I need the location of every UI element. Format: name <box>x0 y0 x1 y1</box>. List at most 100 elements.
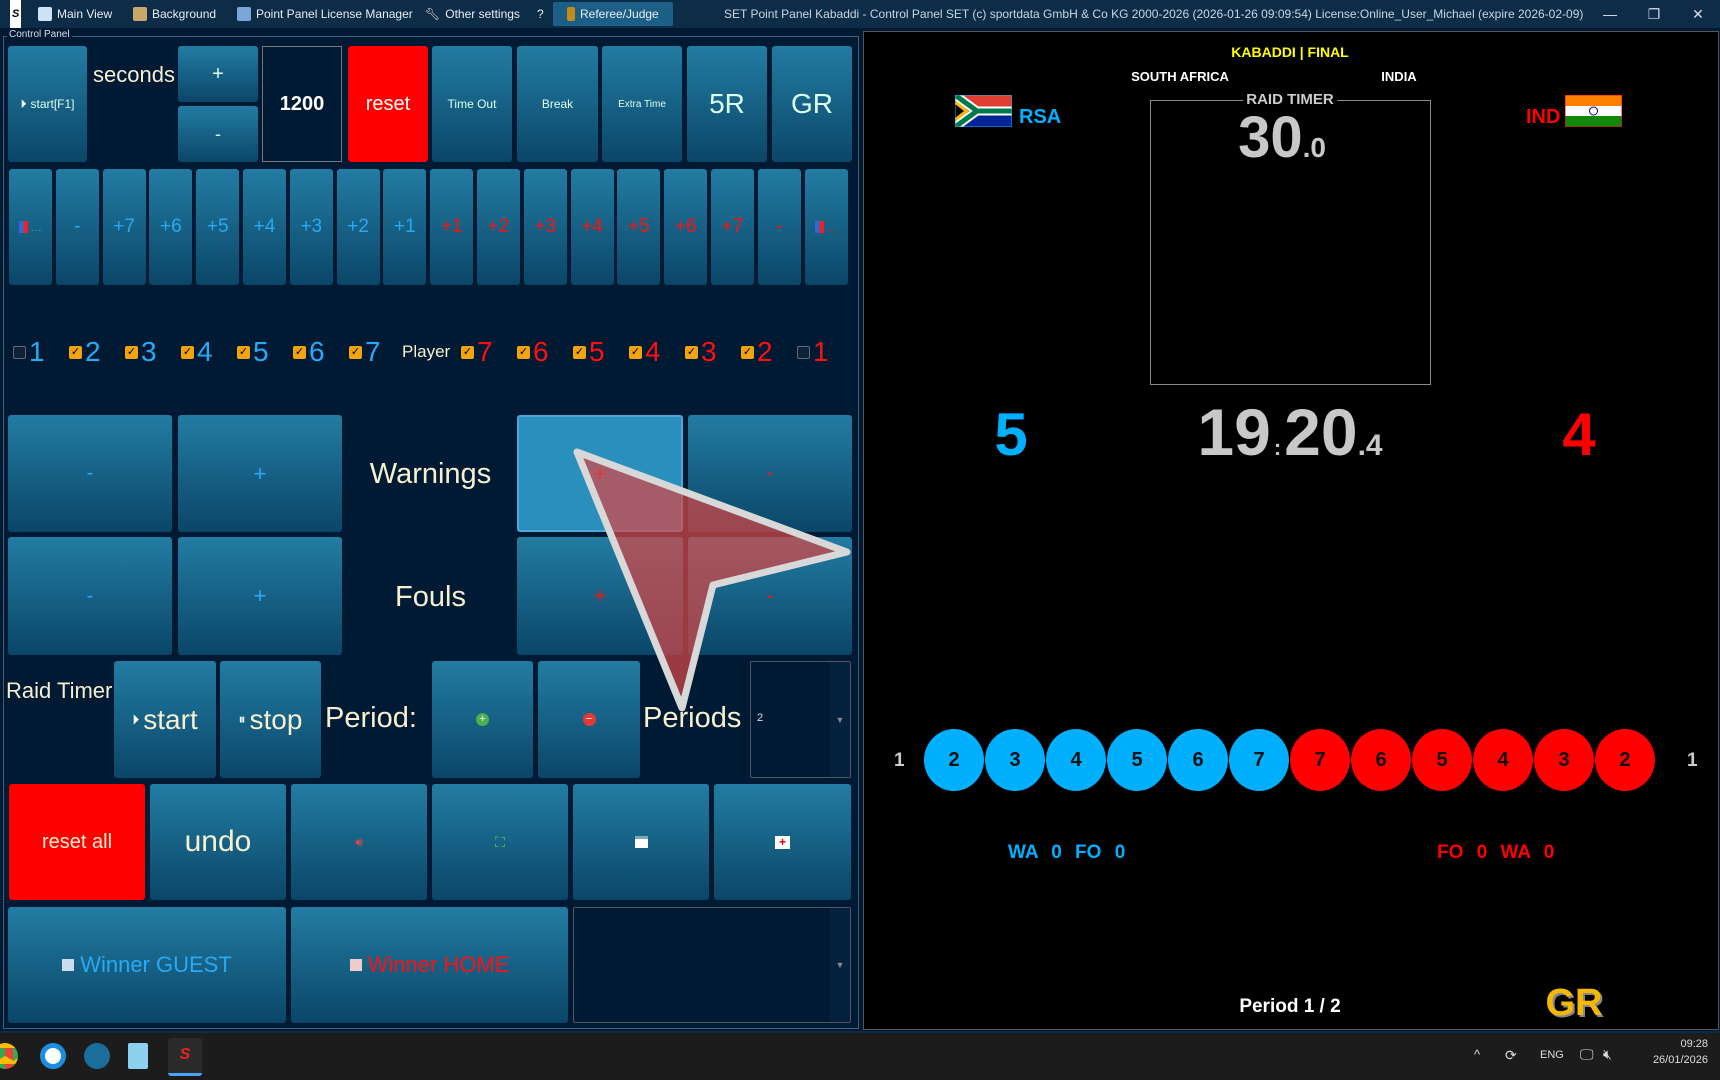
checkbox-icon[interactable]: ✓ <box>629 345 642 359</box>
medical-timeout-button[interactable]: + <box>714 784 851 900</box>
home-score-button[interactable]: +6 <box>664 169 708 285</box>
raid-start-button[interactable]: ⏵ start <box>114 661 216 778</box>
menu-main-view[interactable]: Main View <box>38 0 112 28</box>
chrome-icon[interactable] <box>0 1043 18 1069</box>
timeout-button[interactable]: Time Out <box>432 46 512 162</box>
home-score-button[interactable]: +7 <box>711 169 754 285</box>
maximize-button[interactable]: ❐ <box>1647 6 1661 22</box>
guest-player-checkbox[interactable]: 1 <box>13 336 45 368</box>
sound-button[interactable]: 🔊︎ <box>291 784 427 900</box>
guest-warning-minus-button[interactable]: - <box>8 415 172 532</box>
network-icon[interactable]: 🖵︎ <box>1580 1046 1594 1062</box>
guest-player-checkbox[interactable]: ✓ 6 <box>293 336 325 368</box>
checkbox-icon[interactable] <box>13 345 26 359</box>
home-player-checkbox[interactable]: ✓ 3 <box>685 336 717 368</box>
home-warning-minus-button[interactable]: - <box>688 415 852 532</box>
guest-warning-plus-button[interactable]: + <box>178 415 342 532</box>
checkbox-icon[interactable]: ✓ <box>69 345 82 359</box>
checkbox-icon[interactable]: ✓ <box>517 345 530 359</box>
fullscreen-button[interactable]: ⛶ <box>432 784 568 900</box>
menu-referee-judge[interactable]: Referee/Judge <box>553 2 673 26</box>
break-button[interactable]: Break <box>517 46 598 162</box>
seconds-plus-button[interactable]: + <box>178 46 258 102</box>
set-app-icon[interactable]: S <box>168 1038 202 1076</box>
guest-player-checkbox[interactable]: ✓ 7 <box>349 336 381 368</box>
time-value-field[interactable]: 1200 <box>262 46 342 162</box>
periods-select[interactable]: 2 ▼ <box>750 661 851 778</box>
new-window-button[interactable] <box>573 784 709 900</box>
checkbox-icon[interactable]: ✓ <box>685 345 698 359</box>
menu-license-manager[interactable]: Point Panel License Manager <box>237 0 413 28</box>
home-foul-plus-button[interactable]: + <box>517 537 683 655</box>
home-warning-plus-button[interactable]: + <box>517 415 683 532</box>
extra-time-button[interactable]: Extra Time <box>602 46 682 162</box>
gr-button[interactable]: GR <box>772 46 852 162</box>
chevron-down-icon[interactable]: ▼ <box>830 908 850 1022</box>
guest-score-button[interactable]: +5 <box>196 169 240 285</box>
guest-player-checkbox[interactable]: ✓ 3 <box>125 336 157 368</box>
lightning-app-icon[interactable] <box>84 1043 110 1069</box>
notepad-icon[interactable] <box>128 1043 148 1069</box>
checkbox-icon[interactable]: ✓ <box>125 345 138 359</box>
clock[interactable]: 09:28 26/01/2026 <box>1653 1038 1708 1066</box>
winner-select[interactable]: ▼ <box>573 907 851 1023</box>
guest-foul-minus-button[interactable]: - <box>8 537 172 655</box>
checkbox-icon[interactable]: ✓ <box>741 345 754 359</box>
sync-tray-icon[interactable]: ⟳ <box>1505 1047 1517 1063</box>
guest-score-button[interactable]: +4 <box>243 169 286 285</box>
five-r-button[interactable]: 5R <box>687 46 767 162</box>
menu-background[interactable]: Background <box>133 0 216 28</box>
menu-other-settings[interactable]: 🔧︎ Other settings <box>425 0 520 28</box>
home-player-checkbox[interactable]: ✓ 4 <box>629 336 661 368</box>
home-score-button[interactable]: … <box>804 169 848 285</box>
minimize-button[interactable]: — <box>1603 6 1617 22</box>
checkbox-icon[interactable]: ✓ <box>573 345 586 359</box>
home-player-checkbox[interactable]: ✓ 7 <box>461 336 493 368</box>
home-score-button[interactable]: +1 <box>430 169 474 285</box>
home-score-button[interactable]: +2 <box>477 169 520 285</box>
checkbox-icon[interactable]: ✓ <box>181 345 194 359</box>
guest-score-button[interactable]: … <box>9 169 52 285</box>
guest-player-checkbox[interactable]: ✓ 4 <box>181 336 213 368</box>
guest-score-button[interactable]: +2 <box>336 169 380 285</box>
volume-muted-icon[interactable]: 🔇︎ <box>1603 1046 1612 1062</box>
guest-score-button[interactable]: +1 <box>383 169 427 285</box>
home-score-button[interactable]: - <box>757 169 801 285</box>
guest-player-checkbox[interactable]: ✓ 5 <box>237 336 269 368</box>
start-button[interactable]: ⏵ start[F1] <box>8 46 87 162</box>
checkbox-icon[interactable]: ✓ <box>349 345 362 359</box>
reset-button[interactable]: reset <box>348 46 428 162</box>
guest-foul-plus-button[interactable]: + <box>178 537 342 655</box>
period-plus-button[interactable]: + <box>432 661 533 778</box>
undo-button[interactable]: undo <box>150 784 286 900</box>
period-minus-button[interactable]: − <box>538 661 640 778</box>
sync-app-icon[interactable] <box>40 1043 66 1069</box>
winner-home-button[interactable]: Winner HOME <box>291 907 568 1023</box>
guest-score-button[interactable]: +6 <box>149 169 193 285</box>
reset-all-button[interactable]: reset all <box>9 784 145 900</box>
guest-score-button[interactable]: +3 <box>289 169 333 285</box>
home-score-button[interactable]: +3 <box>523 169 567 285</box>
tray-chevron-icon[interactable]: ^ <box>1474 1047 1481 1062</box>
guest-score-button[interactable]: - <box>55 169 99 285</box>
checkbox-icon[interactable]: ✓ <box>293 345 306 359</box>
close-button[interactable]: ✕ <box>1692 6 1704 22</box>
home-player-checkbox[interactable]: ✓ 6 <box>517 336 549 368</box>
home-player-checkbox[interactable]: ✓ 2 <box>741 336 773 368</box>
checkbox-icon[interactable]: ✓ <box>237 345 250 359</box>
home-foul-minus-button[interactable]: - <box>688 537 852 655</box>
home-player-checkbox[interactable]: 1 <box>797 336 829 368</box>
seconds-minus-button[interactable]: - <box>178 106 258 162</box>
chevron-down-icon[interactable]: ▼ <box>830 662 850 777</box>
checkbox-icon[interactable]: ✓ <box>461 345 474 359</box>
home-score-button[interactable]: +5 <box>617 169 661 285</box>
checkbox-icon[interactable] <box>797 345 810 359</box>
language-indicator[interactable]: ENG <box>1540 1049 1564 1061</box>
guest-player-checkbox[interactable]: ✓ 2 <box>69 336 101 368</box>
menu-help[interactable]: ? <box>537 0 544 28</box>
home-score-button[interactable]: +4 <box>570 169 614 285</box>
winner-guest-button[interactable]: Winner GUEST <box>8 907 286 1023</box>
home-player-checkbox[interactable]: ✓ 5 <box>573 336 605 368</box>
raid-stop-button[interactable]: ⏸ stop <box>220 661 321 778</box>
guest-score-button[interactable]: +7 <box>102 169 146 285</box>
